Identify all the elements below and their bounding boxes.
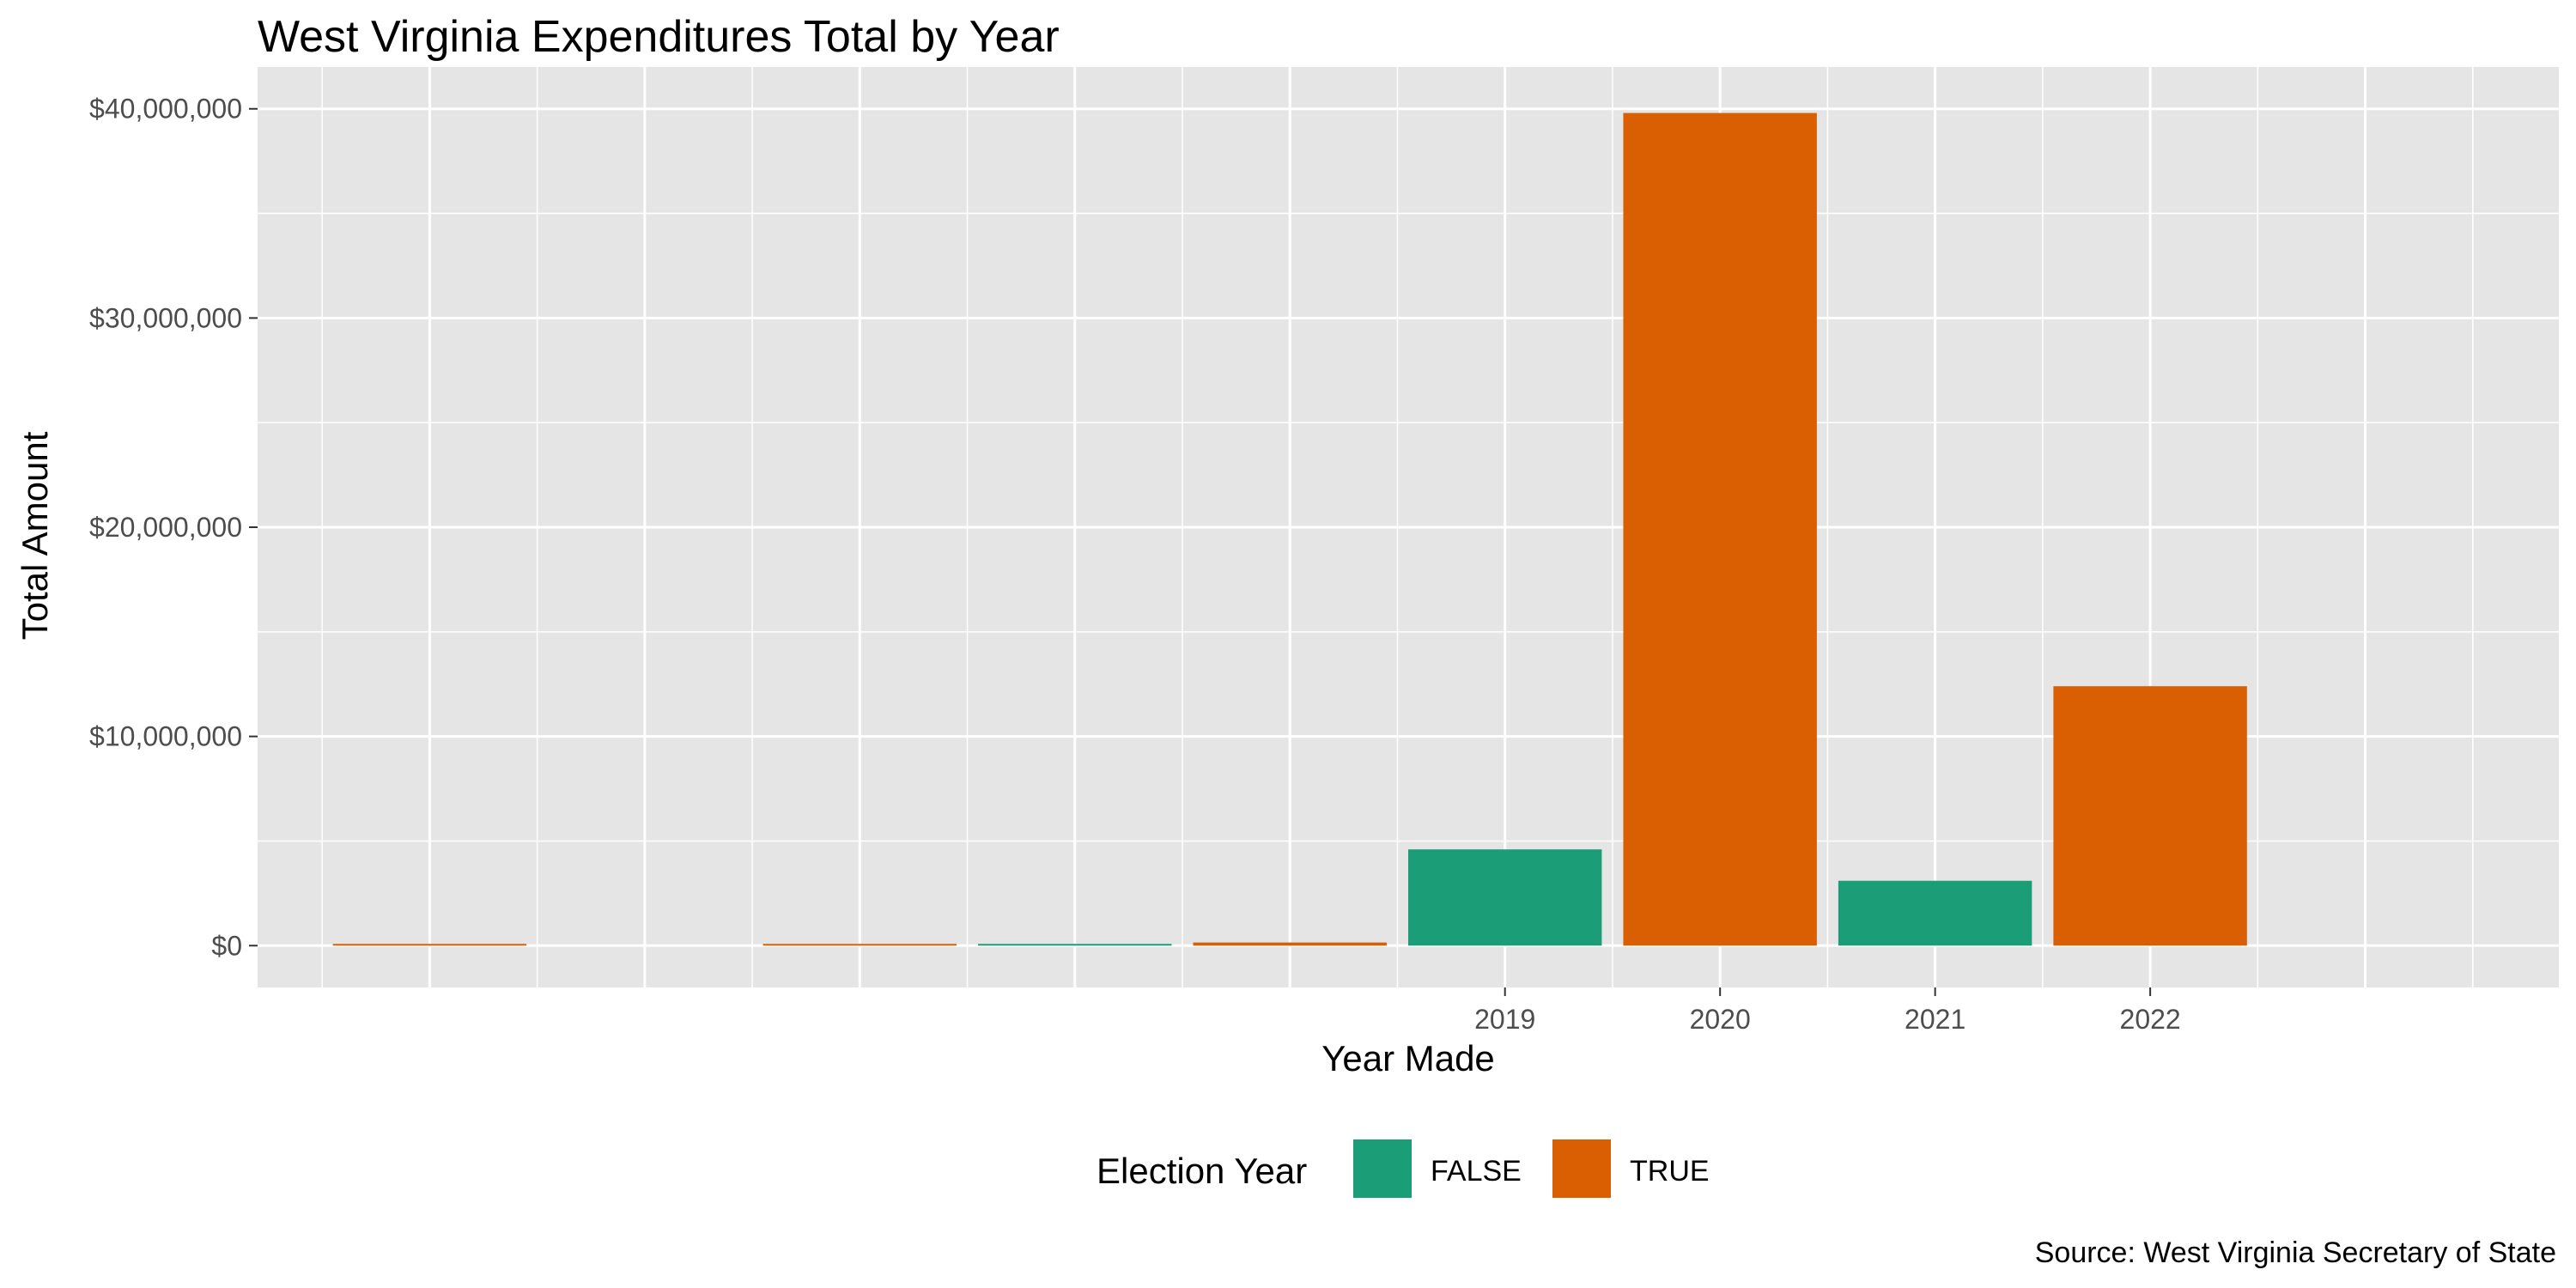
- y-tick-label: $0: [211, 930, 242, 961]
- bars: [332, 112, 2247, 946]
- y-tick-label: $20,000,000: [89, 512, 242, 543]
- x-tick-label: 2020: [1690, 1004, 1751, 1035]
- chart-title: West Virginia Expenditures Total by Year: [258, 12, 1060, 62]
- chart-caption: Source: West Virginia Secretary of State: [2035, 1236, 2556, 1269]
- legend-label-false: FALSE: [1431, 1155, 1522, 1188]
- x-tick-label: 2022: [2120, 1004, 2181, 1035]
- legend: Election Year FALSE TRUE: [1097, 1139, 1710, 1198]
- legend-key-false: [1353, 1139, 1412, 1198]
- bar-2018: [1193, 942, 1387, 946]
- bar-2019: [1408, 849, 1602, 946]
- y-tick-label: $10,000,000: [89, 721, 242, 752]
- legend-key-true: [1552, 1139, 1611, 1198]
- x-axis: 2019 2020 2021 2022: [1474, 987, 2181, 1035]
- bar-2020: [1623, 112, 1817, 946]
- x-tick-label: 2021: [1905, 1004, 1965, 1035]
- legend-label-true: TRUE: [1630, 1155, 1710, 1188]
- y-axis: $0 $10,000,000 $20,000,000 $30,000,000 $40,0…: [89, 94, 258, 961]
- legend-title: Election Year: [1097, 1151, 1307, 1191]
- y-axis-title: Total Amount: [15, 431, 55, 640]
- bar-2014: [332, 944, 527, 946]
- y-tick-label: $40,000,000: [89, 94, 242, 125]
- bar-2017: [978, 944, 1172, 946]
- grid-major: [258, 67, 2559, 987]
- y-tick-label: $30,000,000: [89, 302, 242, 333]
- x-tick-label: 2019: [1474, 1004, 1535, 1035]
- bar-2022: [2053, 686, 2247, 946]
- bar-2021: [1838, 880, 2032, 946]
- x-axis-title: Year Made: [1321, 1038, 1495, 1078]
- bar-2016: [762, 944, 957, 946]
